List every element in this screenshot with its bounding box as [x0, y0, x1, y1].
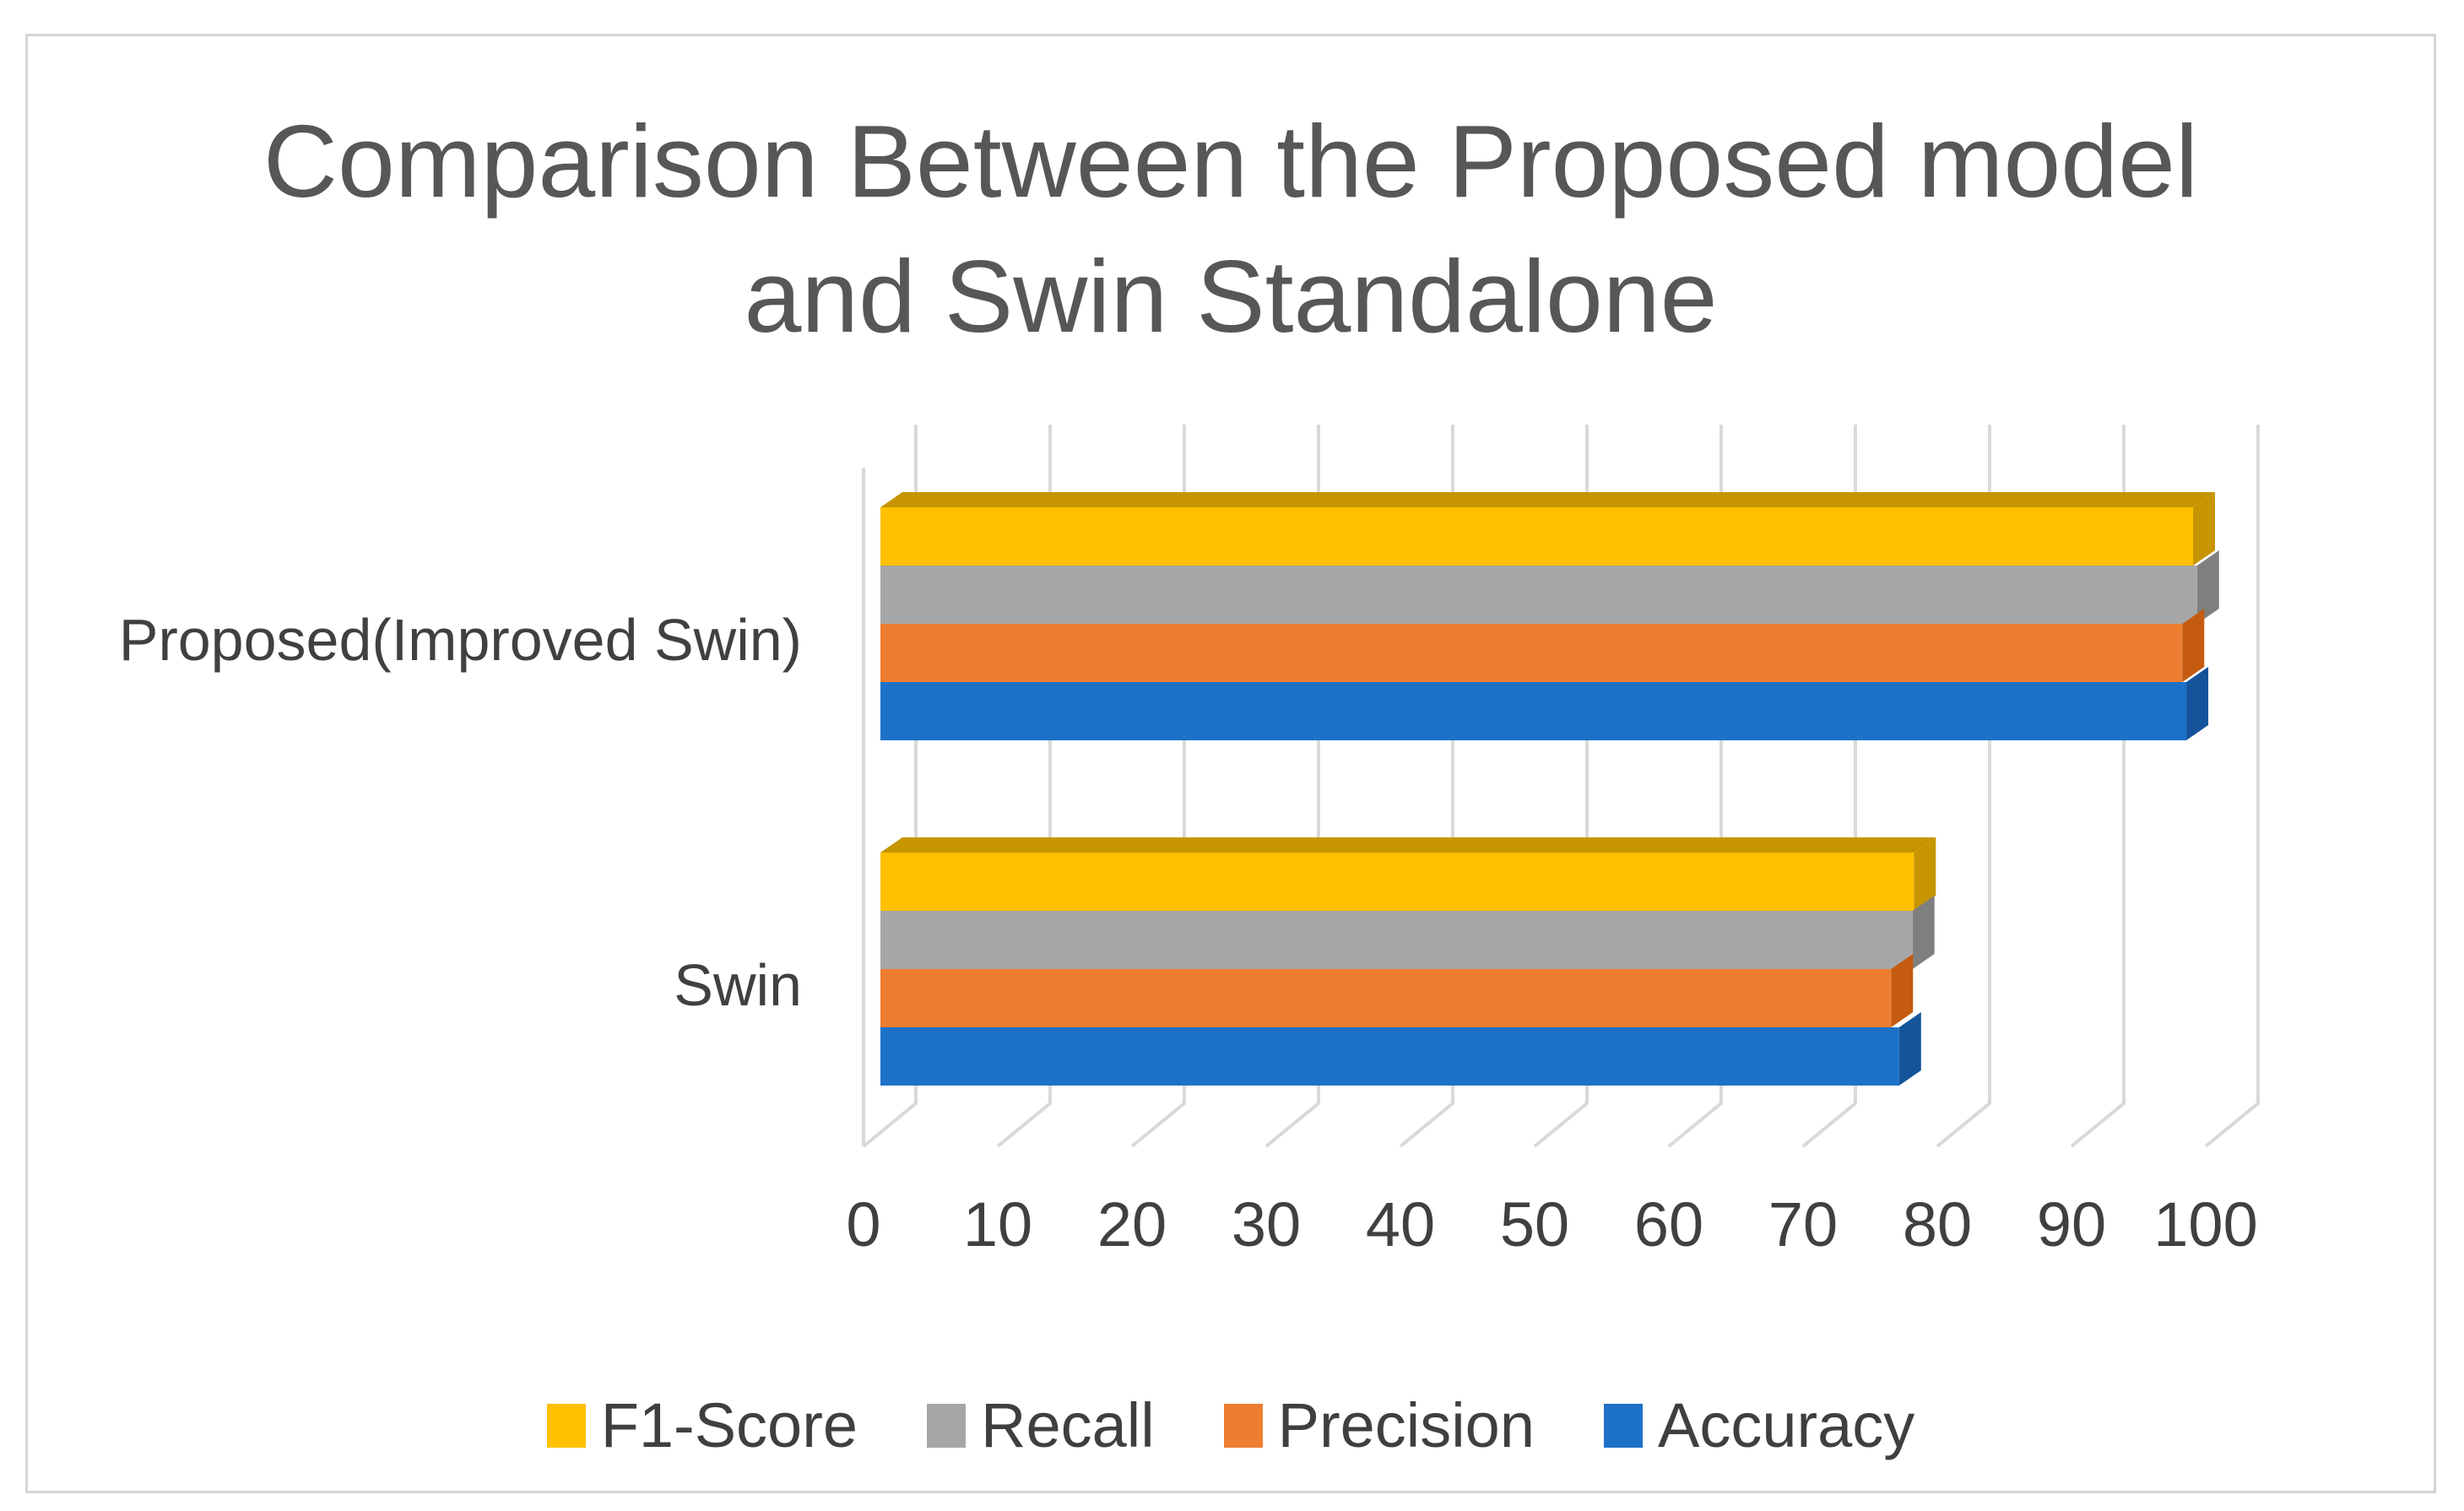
x-axis-tick-label: 20	[1097, 1189, 1167, 1259]
bar-recall	[880, 911, 1913, 969]
bar-top-face	[880, 837, 1936, 853]
x-axis-tick-label: 80	[1903, 1189, 1972, 1259]
bar-accuracy	[880, 1027, 1899, 1086]
bar-side-face	[1898, 1012, 1921, 1086]
legend-swatch	[546, 1403, 586, 1448]
x-axis-tick-label: 60	[1634, 1189, 1703, 1259]
chart-title-line1: Comparison Between the Proposed model	[263, 104, 2199, 219]
legend-item-accuracy: Accuracy	[1604, 1389, 1914, 1461]
bar-side-face	[2193, 492, 2216, 566]
x-axis-tick-label: 90	[2037, 1189, 2106, 1259]
bar-side-face	[1891, 954, 1914, 1027]
bar-side-face	[2186, 667, 2209, 740]
x-axis-tick-label: 10	[963, 1189, 1032, 1259]
x-axis-tick-label: 100	[2153, 1189, 2257, 1259]
chart-title-line2: and Swin Standalone	[744, 239, 1718, 354]
bar-f1-score	[880, 853, 1914, 911]
legend-label: Accuracy	[1658, 1390, 1915, 1460]
legend-label: Recall	[981, 1390, 1155, 1460]
bar-recall	[880, 566, 2197, 624]
bar-accuracy	[880, 682, 2187, 740]
chart-title: Comparison Between the Proposed model an…	[28, 94, 2434, 364]
bar-side-face	[2182, 609, 2205, 682]
category-label: Proposed(Improved Swin)	[119, 607, 802, 673]
x-axis-tick-label: 30	[1232, 1189, 1301, 1259]
legend-item-precision: Precision	[1223, 1389, 1535, 1461]
x-axis-tick-label: 40	[1366, 1189, 1435, 1259]
bar-side-face	[1914, 837, 1936, 911]
bar-f1-score	[880, 507, 2194, 566]
bar-group-proposed	[880, 492, 2219, 740]
x-axis-tick-label: 50	[1500, 1189, 1569, 1259]
x-axis-tick-label: 0	[846, 1189, 880, 1259]
category-label: Swin	[674, 952, 802, 1018]
bar-side-face	[1912, 896, 1935, 969]
bar-precision	[880, 624, 2183, 682]
legend: F1-Score Recall Precision Accuracy	[28, 1389, 2434, 1461]
x-axis-tick-label: 70	[1768, 1189, 1838, 1259]
legend-swatch	[1223, 1403, 1263, 1448]
legend-swatch	[927, 1403, 966, 1448]
legend-swatch	[1604, 1403, 1643, 1448]
legend-label: F1-Score	[600, 1390, 858, 1460]
gridline	[2204, 425, 2260, 1148]
bar-side-face	[2196, 550, 2219, 624]
legend-item-f1-score: F1-Score	[546, 1389, 858, 1461]
bar-precision	[880, 969, 1892, 1027]
bar-top-face	[880, 492, 2216, 507]
chart-figure: Comparison Between the Proposed model an…	[25, 34, 2436, 1493]
legend-label: Precision	[1277, 1390, 1535, 1460]
bar-group-swin	[880, 837, 1936, 1086]
legend-item-recall: Recall	[927, 1389, 1155, 1461]
